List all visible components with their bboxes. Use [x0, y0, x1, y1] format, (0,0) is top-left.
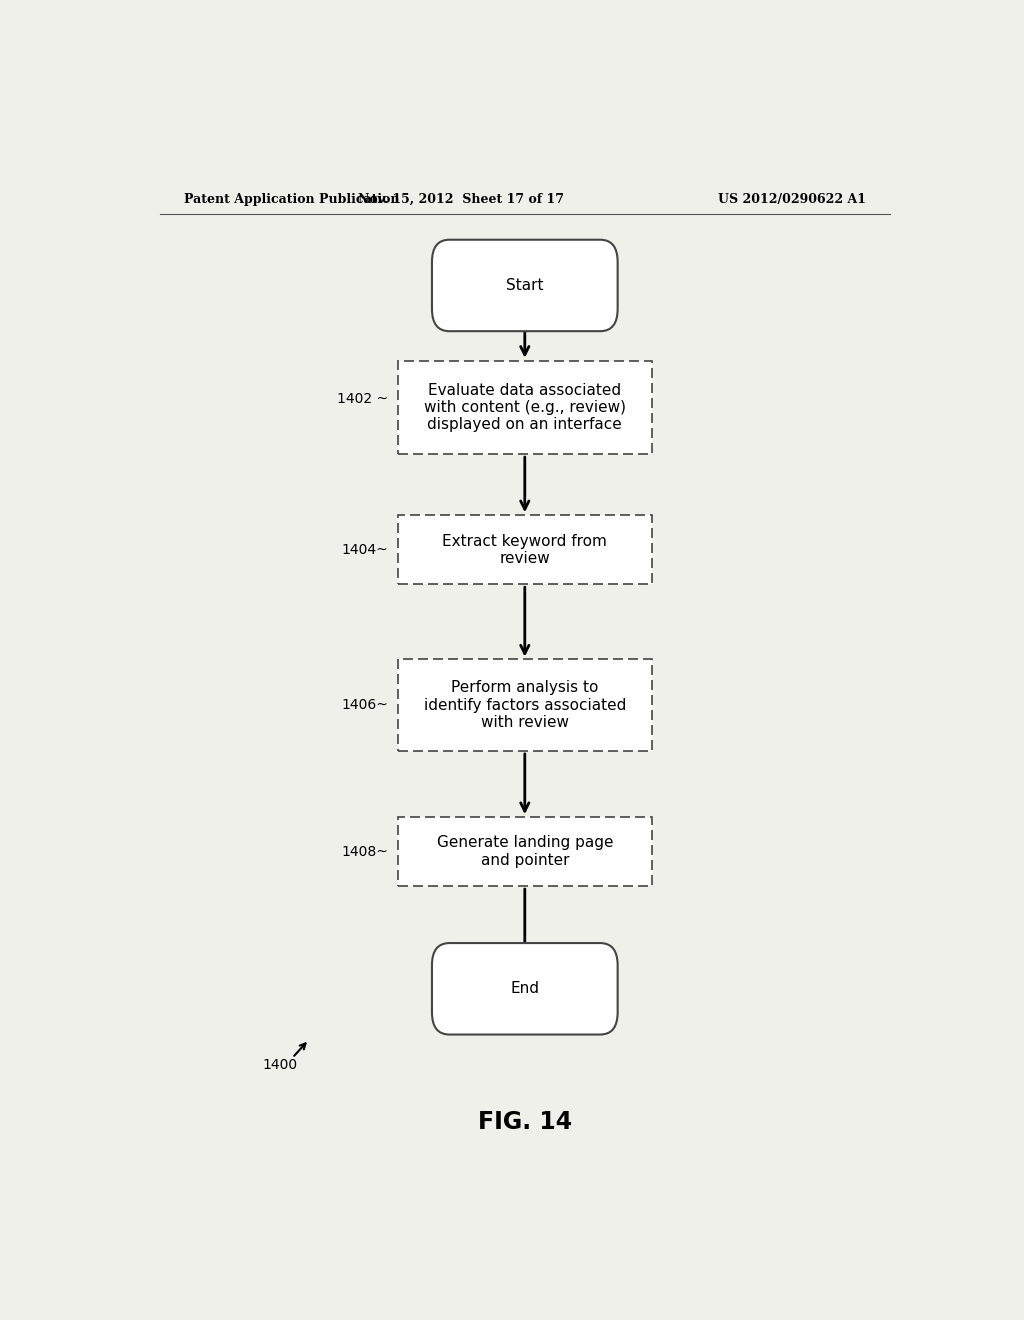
Text: 1408~: 1408~ [341, 845, 388, 858]
Text: 1404~: 1404~ [342, 543, 388, 557]
Text: Perform analysis to
identify factors associated
with review: Perform analysis to identify factors ass… [424, 680, 626, 730]
Text: End: End [510, 981, 540, 997]
Text: Nov. 15, 2012  Sheet 17 of 17: Nov. 15, 2012 Sheet 17 of 17 [358, 193, 564, 206]
Text: 1406~: 1406~ [341, 698, 388, 713]
Text: Start: Start [506, 279, 544, 293]
Text: FIG. 14: FIG. 14 [478, 1110, 571, 1134]
Text: 1402 ~: 1402 ~ [337, 392, 388, 407]
Text: Extract keyword from
review: Extract keyword from review [442, 533, 607, 566]
FancyBboxPatch shape [397, 515, 651, 585]
FancyBboxPatch shape [432, 942, 617, 1035]
FancyBboxPatch shape [397, 817, 651, 886]
Text: 1400: 1400 [263, 1059, 298, 1072]
Text: Generate landing page
and pointer: Generate landing page and pointer [436, 836, 613, 867]
FancyBboxPatch shape [432, 240, 617, 331]
Text: US 2012/0290622 A1: US 2012/0290622 A1 [718, 193, 866, 206]
FancyBboxPatch shape [397, 360, 651, 454]
FancyBboxPatch shape [397, 660, 651, 751]
Text: Patent Application Publication: Patent Application Publication [183, 193, 399, 206]
Text: Evaluate data associated
with content (e.g., review)
displayed on an interface: Evaluate data associated with content (e… [424, 383, 626, 433]
